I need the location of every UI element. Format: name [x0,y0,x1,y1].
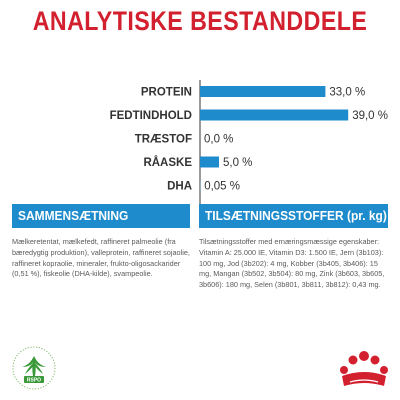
composition-heading: SAMMENSÆTNING [12,204,190,228]
page-title: ANALYTISKE BESTANDDELE [32,6,368,36]
composition-text: Mælkeretentat, mælkefedt, raffineret pal… [12,237,190,279]
additives-heading: TILSÆTNINGSSTOFFER (pr. kg) [199,204,388,228]
category-label: PROTEIN [141,87,192,99]
bar [200,86,326,97]
value-label: 0,0 % [204,134,233,146]
additives-heading-label: TILSÆTNINGSSTOFFER (pr. kg) [205,208,387,223]
bar [200,109,349,121]
additives-text: Tilsætningsstoffer med ernæringsmæssige … [199,237,385,290]
category-label: RÅASKE [143,156,192,169]
composition-heading-label: SAMMENSÆTNING [18,208,129,223]
value-label: 5,0 % [223,157,252,169]
value-label: 39,0 % [352,110,388,122]
rspo-logo: RSPO [12,346,56,390]
bar [200,156,219,168]
category-label: FEDTINDHOLD [110,110,192,122]
royal-canin-logo [340,351,388,386]
category-label: TRÆSTOF [135,134,192,146]
value-label: 0,05 % [204,181,240,193]
crown-icon [340,351,388,386]
rspo-label: RSPO [27,378,41,384]
value-label: 33,0 % [329,87,365,99]
category-label: DHA [167,181,192,193]
palm-leaf-icon [22,356,46,376]
nutrient-bar-chart: PROTEIN 33,0 % FEDTINDHOLD 39,0 % TRÆSTOF 0,0… [110,80,388,204]
